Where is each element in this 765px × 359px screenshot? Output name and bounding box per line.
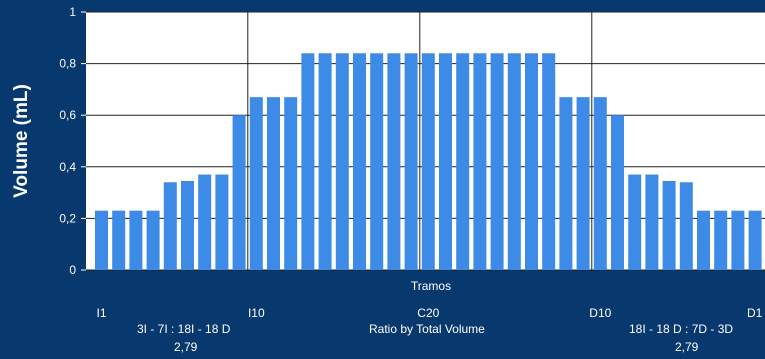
annotation-left-title: 3I - 7I : 18I - 18 D xyxy=(137,322,231,336)
bar xyxy=(473,53,487,270)
bar xyxy=(525,53,538,270)
bar xyxy=(576,97,590,270)
bar xyxy=(232,115,246,270)
y-axis-label: Volume (mL) xyxy=(11,84,32,198)
y-tick-label: 0,4 xyxy=(59,160,76,174)
bar xyxy=(507,53,521,270)
y-tick-label: 0,8 xyxy=(59,57,76,71)
y-tick-label: 0,6 xyxy=(59,108,76,122)
bar xyxy=(146,210,160,270)
annotation-right-title: 18I - 18 D : 7D - 3D xyxy=(629,322,734,336)
bar xyxy=(370,53,384,270)
y-tick-label: 0 xyxy=(69,263,76,277)
bar xyxy=(697,210,710,270)
bar xyxy=(559,97,573,270)
y-tick-labels: 0 0,2 0,4 0,6 0,8 1 xyxy=(59,5,86,277)
bar xyxy=(421,53,435,270)
bar xyxy=(490,53,504,270)
bars-group xyxy=(95,53,762,270)
bar xyxy=(95,210,108,270)
bar xyxy=(112,210,126,270)
x-tick-labels: I1 I10 C20 D10 D1 xyxy=(96,306,762,320)
bar xyxy=(679,182,693,270)
bar xyxy=(284,97,298,270)
x-tick-label: D1 xyxy=(747,306,763,320)
x-tick-label: C20 xyxy=(417,306,439,320)
annotation-right-value: 2,79 xyxy=(675,340,699,354)
x-axis-label: Tramos xyxy=(411,279,451,293)
annotation-left-value: 2,79 xyxy=(174,340,198,354)
bar xyxy=(611,115,624,270)
bar xyxy=(439,53,452,270)
bar xyxy=(404,53,418,270)
bar xyxy=(542,53,556,270)
bar xyxy=(129,210,143,270)
bar xyxy=(662,180,676,270)
x-tick-label: I10 xyxy=(248,306,265,320)
bar xyxy=(301,53,315,270)
bar xyxy=(267,97,280,270)
bar xyxy=(335,53,349,270)
bar xyxy=(731,210,745,270)
bar xyxy=(456,53,470,270)
bar xyxy=(318,53,332,270)
bar xyxy=(645,174,659,270)
bar xyxy=(181,180,194,270)
bar xyxy=(353,53,366,270)
bar xyxy=(628,174,642,270)
bar xyxy=(215,174,229,270)
x-tick-label: D10 xyxy=(589,306,611,320)
annotation-center-title: Ratio by Total Volume xyxy=(369,322,485,336)
bar xyxy=(387,53,401,270)
y-tick-label: 0,2 xyxy=(59,211,76,225)
bar xyxy=(748,210,762,270)
bar xyxy=(249,97,263,270)
bar xyxy=(163,182,177,270)
x-tick-label: I1 xyxy=(96,306,106,320)
bar xyxy=(198,174,212,270)
y-tick-label: 1 xyxy=(69,5,76,19)
bar xyxy=(714,210,728,270)
bar xyxy=(593,97,607,270)
